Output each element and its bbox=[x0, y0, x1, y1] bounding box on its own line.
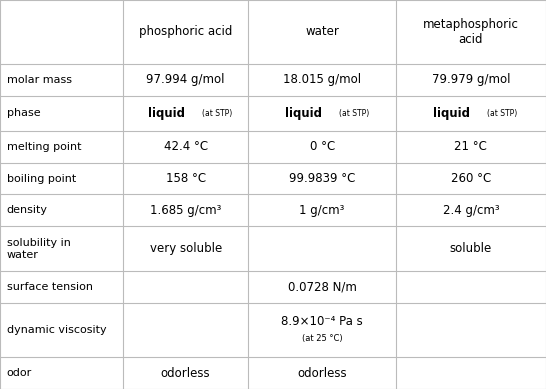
Text: 2.4 g/cm³: 2.4 g/cm³ bbox=[443, 204, 499, 217]
Text: 8.9×10⁻⁴ Pa s: 8.9×10⁻⁴ Pa s bbox=[281, 315, 363, 328]
Text: water: water bbox=[305, 25, 339, 39]
Text: 42.4 °C: 42.4 °C bbox=[164, 140, 207, 153]
Text: molar mass: molar mass bbox=[7, 75, 72, 85]
Text: (at STP): (at STP) bbox=[488, 109, 518, 118]
Text: 21 °C: 21 °C bbox=[454, 140, 488, 153]
Text: 97.994 g/mol: 97.994 g/mol bbox=[146, 73, 225, 86]
Text: liquid: liquid bbox=[148, 107, 185, 120]
Text: (at STP): (at STP) bbox=[339, 109, 369, 118]
Text: soluble: soluble bbox=[450, 242, 492, 255]
Text: (at STP): (at STP) bbox=[202, 109, 233, 118]
Text: odorless: odorless bbox=[161, 366, 210, 380]
Text: density: density bbox=[7, 205, 48, 216]
Text: melting point: melting point bbox=[7, 142, 81, 152]
Text: 79.979 g/mol: 79.979 g/mol bbox=[432, 73, 510, 86]
Text: 0.0728 N/m: 0.0728 N/m bbox=[288, 280, 357, 293]
Text: very soluble: very soluble bbox=[150, 242, 222, 255]
Text: 99.9839 °C: 99.9839 °C bbox=[289, 172, 355, 185]
Text: metaphosphoric
acid: metaphosphoric acid bbox=[423, 18, 519, 46]
Text: phase: phase bbox=[7, 108, 40, 118]
Text: 260 °C: 260 °C bbox=[451, 172, 491, 185]
Text: 0 °C: 0 °C bbox=[310, 140, 335, 153]
Text: (at 25 °C): (at 25 °C) bbox=[302, 334, 342, 343]
Text: 158 °C: 158 °C bbox=[165, 172, 206, 185]
Text: 18.015 g/mol: 18.015 g/mol bbox=[283, 73, 361, 86]
Text: 1.685 g/cm³: 1.685 g/cm³ bbox=[150, 204, 221, 217]
Text: liquid: liquid bbox=[284, 107, 322, 120]
Text: 1 g/cm³: 1 g/cm³ bbox=[299, 204, 345, 217]
Text: solubility in
water: solubility in water bbox=[7, 238, 70, 259]
Text: odor: odor bbox=[7, 368, 32, 378]
Text: odorless: odorless bbox=[298, 366, 347, 380]
Text: liquid: liquid bbox=[434, 107, 470, 120]
Text: dynamic viscosity: dynamic viscosity bbox=[7, 325, 106, 335]
Text: surface tension: surface tension bbox=[7, 282, 93, 292]
Text: boiling point: boiling point bbox=[7, 173, 76, 184]
Text: phosphoric acid: phosphoric acid bbox=[139, 25, 233, 39]
